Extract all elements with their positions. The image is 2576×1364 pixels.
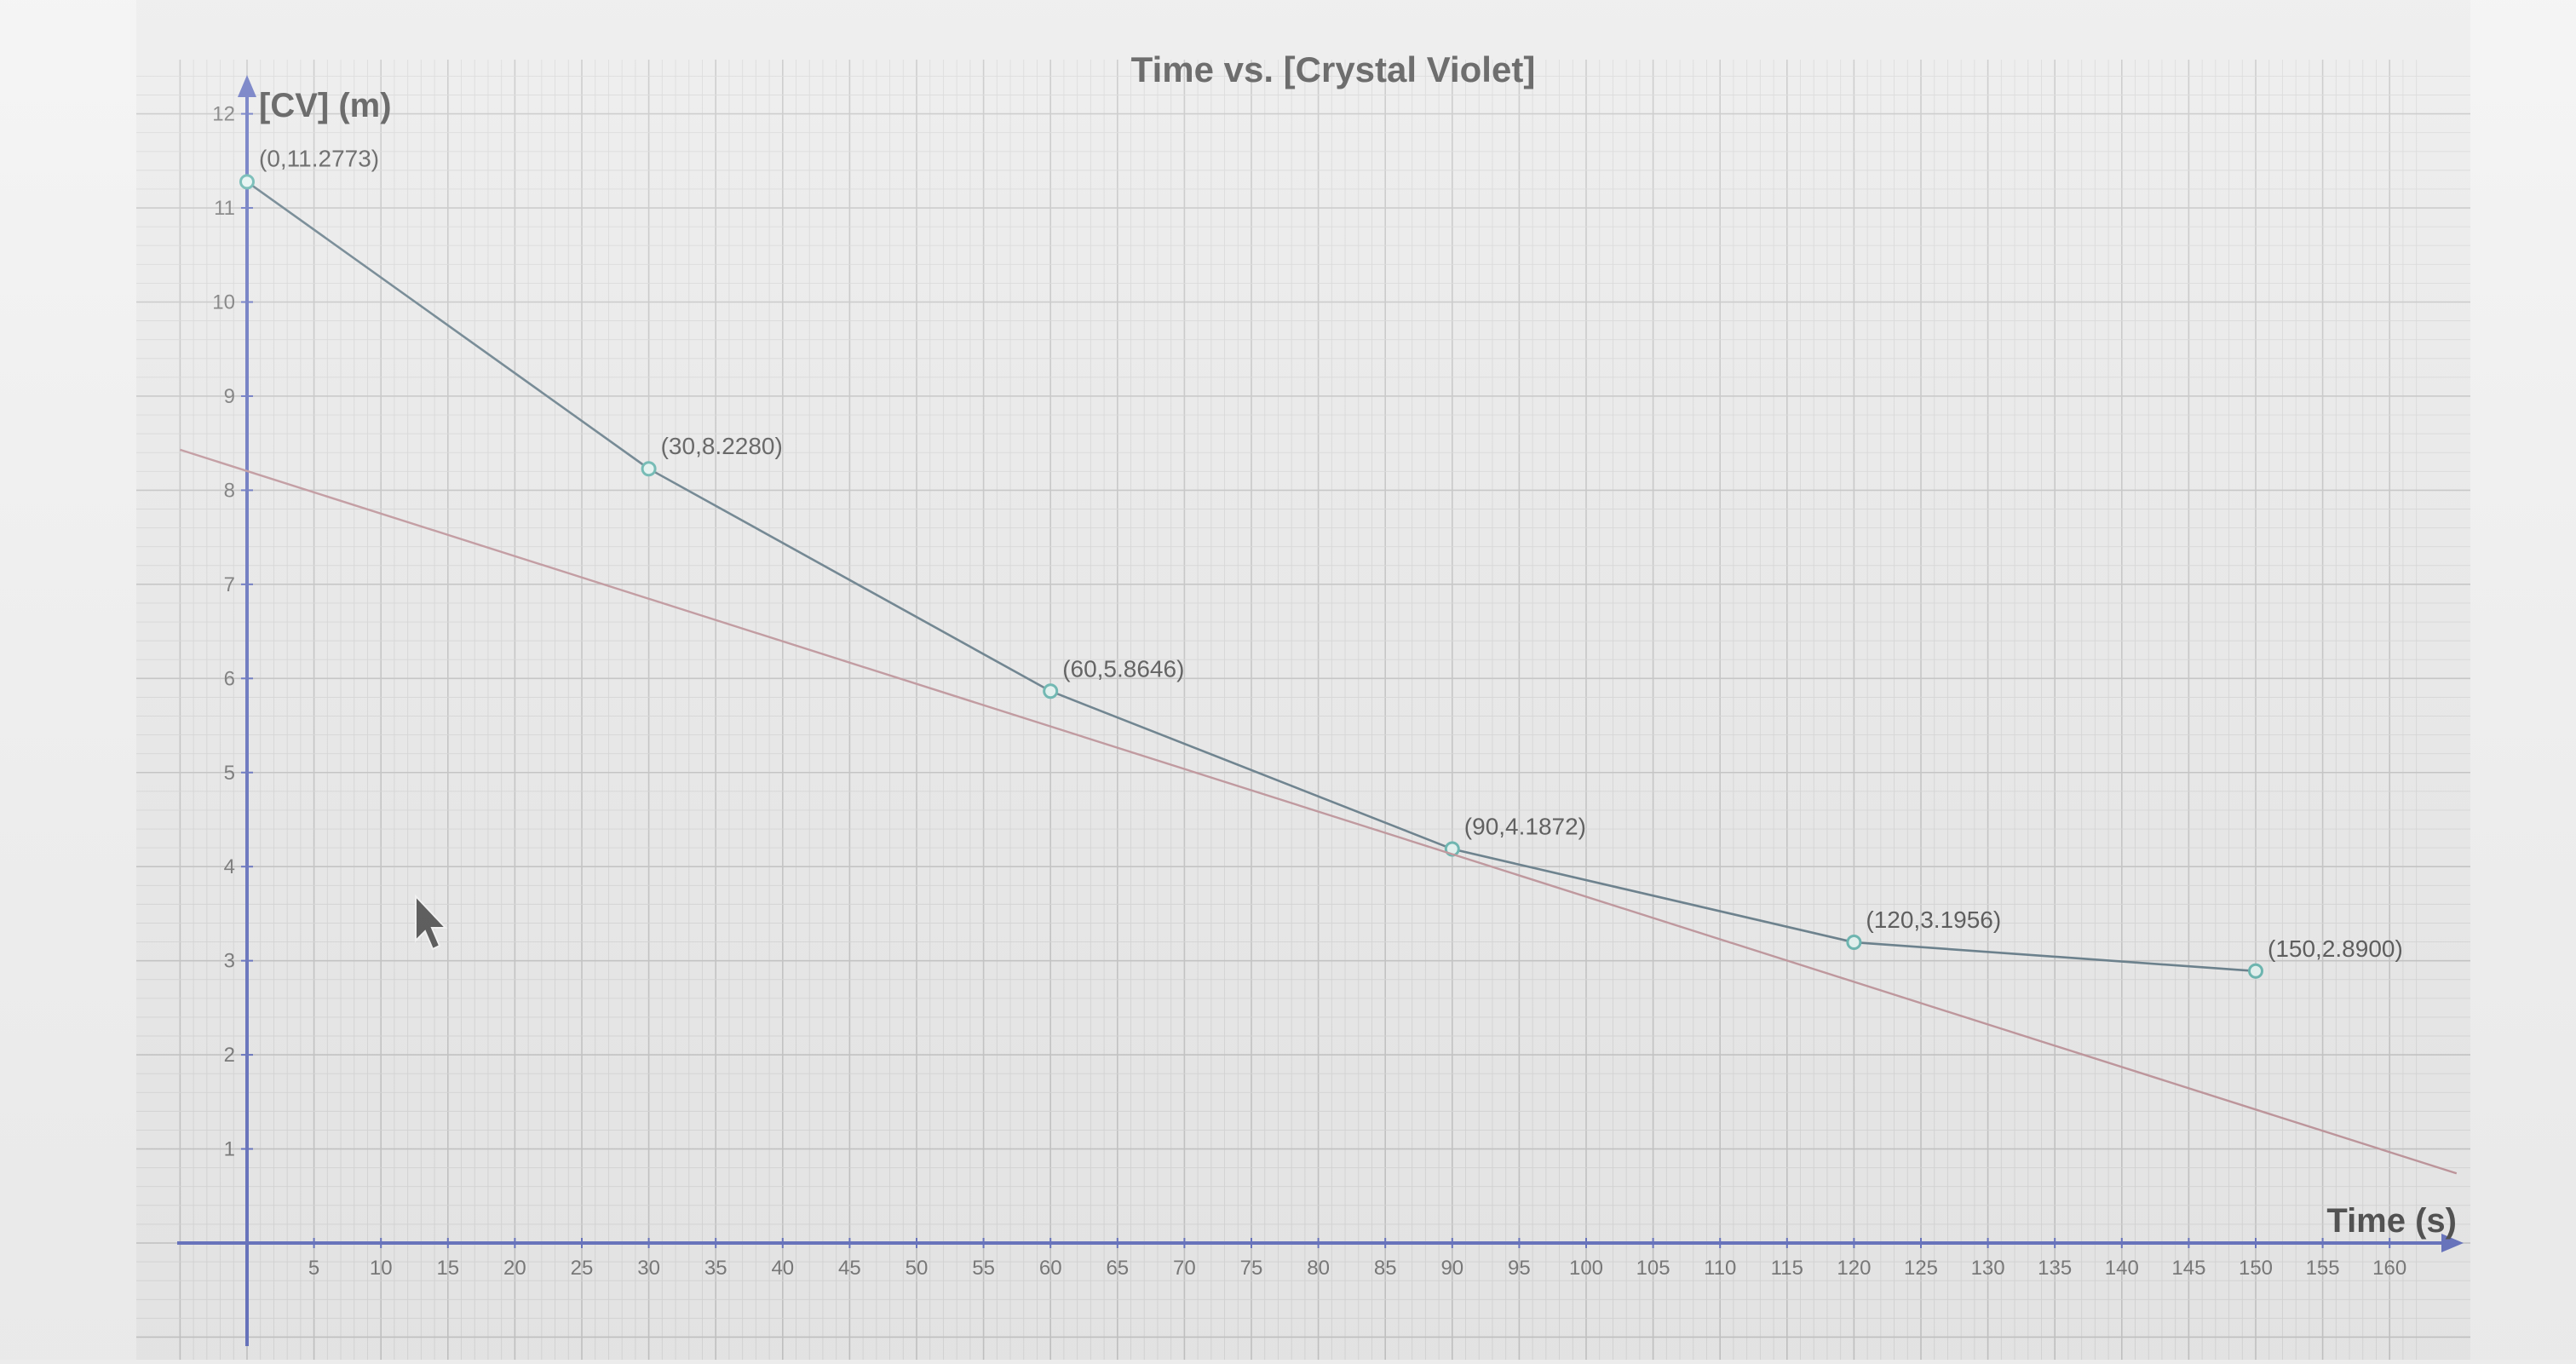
x-tick-label: 90 <box>1440 1257 1463 1280</box>
x-tick-label: 15 <box>436 1257 459 1280</box>
y-tick-label: 9 <box>224 385 235 408</box>
data-point <box>239 174 255 190</box>
y-tick-label: 11 <box>214 197 235 220</box>
y-tick-label: 2 <box>224 1044 235 1067</box>
x-tick-label: 10 <box>370 1257 393 1280</box>
x-tick-label: 65 <box>1106 1257 1129 1280</box>
x-tick-label: 50 <box>906 1257 929 1280</box>
x-tick-label: 20 <box>503 1257 526 1280</box>
data-point-label: (0,11.2773) <box>259 145 379 171</box>
y-tick-label: 4 <box>224 855 235 878</box>
x-tick-label: 115 <box>1771 1257 1803 1280</box>
x-tick-label: 60 <box>1039 1257 1062 1280</box>
y-tick-label: 8 <box>224 479 235 502</box>
x-tick-label: 80 <box>1307 1257 1330 1280</box>
x-tick-label: 30 <box>637 1257 660 1280</box>
x-tick-label: 120 <box>1837 1257 1871 1280</box>
data-point <box>2248 963 2263 979</box>
x-tick-label: 145 <box>2171 1257 2205 1280</box>
x-tick-label: 70 <box>1173 1257 1196 1280</box>
x-tick-label: 85 <box>1374 1257 1397 1280</box>
y-tick-label: 7 <box>224 573 235 596</box>
data-point-label: (120,3.1956) <box>1866 906 2001 933</box>
data-point-label: (30,8.2280) <box>661 433 783 459</box>
y-tick-label: 6 <box>224 667 235 690</box>
y-tick-label: 1 <box>224 1138 235 1161</box>
x-tick-label: 125 <box>1904 1257 1938 1280</box>
x-tick-label: 25 <box>571 1257 594 1280</box>
x-tick-label: 5 <box>308 1257 319 1280</box>
data-point-label: (90,4.1872) <box>1464 814 1586 840</box>
y-tick-label: 5 <box>224 762 235 785</box>
x-tick-label: 75 <box>1240 1257 1263 1280</box>
x-tick-label: 55 <box>972 1257 995 1280</box>
x-tick-label: 35 <box>704 1257 727 1280</box>
y-tick-label: 3 <box>224 950 235 973</box>
x-tick-label: 130 <box>1971 1257 2005 1280</box>
x-tick-label: 110 <box>1704 1257 1736 1280</box>
data-point-label: (60,5.8646) <box>1062 655 1184 682</box>
x-tick-label: 45 <box>838 1257 861 1280</box>
chart-title: Time vs. [Crystal Violet] <box>1131 49 1536 89</box>
x-axis-label: Time (s) <box>2326 1202 2457 1240</box>
x-tick-label: 150 <box>2239 1257 2273 1280</box>
data-point <box>641 461 657 477</box>
y-tick-label: 12 <box>212 103 235 126</box>
graph-paper <box>136 0 2470 1360</box>
x-tick-label: 160 <box>2372 1257 2406 1280</box>
data-point <box>1846 935 1862 951</box>
x-tick-label: 140 <box>2105 1257 2139 1280</box>
y-tick-label: 10 <box>212 291 235 314</box>
data-point-label: (150,2.8900) <box>2268 935 2403 962</box>
x-tick-label: 135 <box>2038 1257 2072 1280</box>
x-tick-label: 155 <box>2306 1257 2340 1280</box>
y-axis-label: [CV] (m) <box>259 87 392 124</box>
x-tick-label: 105 <box>1636 1257 1670 1280</box>
x-tick-label: 100 <box>1569 1257 1603 1280</box>
x-tick-label: 95 <box>1508 1257 1531 1280</box>
x-tick-label: 40 <box>771 1257 794 1280</box>
data-point <box>1043 683 1059 699</box>
